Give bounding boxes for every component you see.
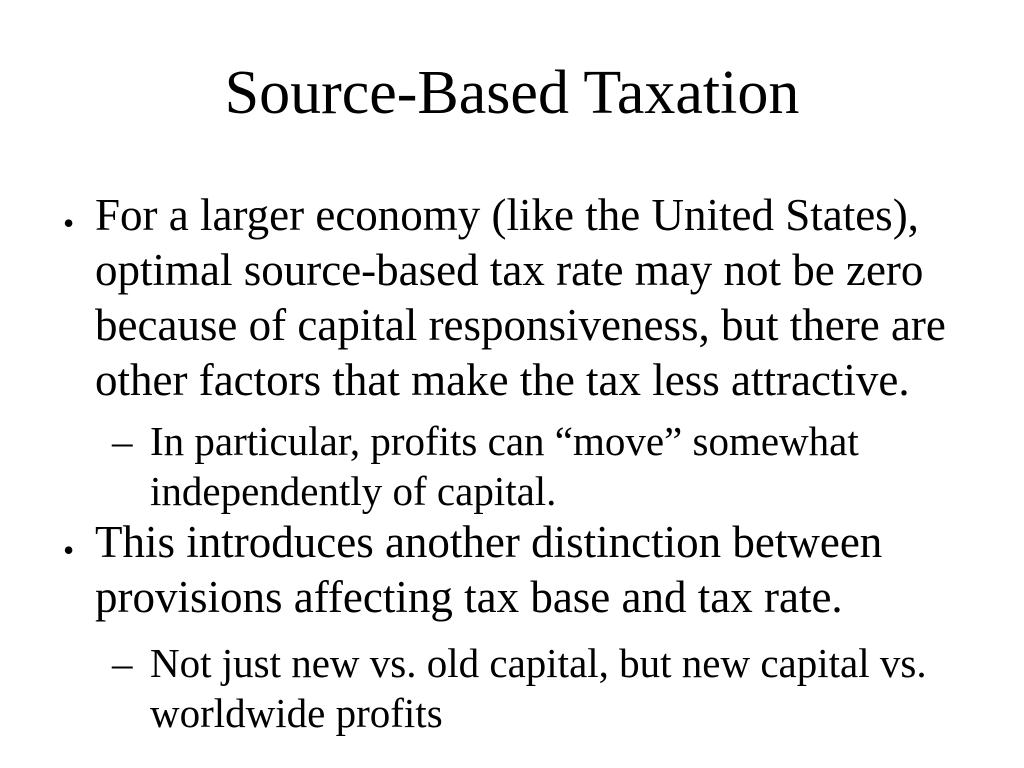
bullet-line: optimal source-based tax rate may not be… xyxy=(95,245,924,295)
bullet-line: For a larger economy (like the United St… xyxy=(95,190,919,240)
bullet-text: For a larger economy (like the United St… xyxy=(95,188,946,408)
bullet-line: independently of capital. xyxy=(150,468,557,514)
bullet-line: This introduces another distinction betw… xyxy=(95,517,883,567)
sub-bullet-text: Not just new vs. old capital, but new ca… xyxy=(150,638,927,738)
bullet-line: provisions affecting tax base and tax ra… xyxy=(95,572,843,622)
sub-bullet-item: – Not just new vs. old capital, but new … xyxy=(112,638,927,738)
sub-bullet-item: – In particular, profits can “move” some… xyxy=(112,416,859,516)
bullet-line: because of capital responsiveness, but t… xyxy=(95,300,946,350)
bullet-line: worldwide profits xyxy=(150,690,443,736)
dash-icon: – xyxy=(112,418,133,464)
bullet-dot-icon: • xyxy=(63,532,75,568)
dash-icon: – xyxy=(112,640,133,686)
bullet-item: • For a larger economy (like the United … xyxy=(63,188,946,408)
bullet-line: Not just new vs. old capital, but new ca… xyxy=(150,640,927,686)
bullet-line: other factors that make the tax less att… xyxy=(95,355,910,405)
bullet-line: In particular, profits can “move” somewh… xyxy=(150,418,859,464)
slide-title: Source-Based Taxation xyxy=(224,59,800,127)
bullet-item: • This introduces another distinction be… xyxy=(63,515,882,625)
sub-bullet-text: In particular, profits can “move” somewh… xyxy=(150,416,859,516)
bullet-dot-icon: • xyxy=(63,205,75,241)
bullet-text: This introduces another distinction betw… xyxy=(95,515,882,625)
